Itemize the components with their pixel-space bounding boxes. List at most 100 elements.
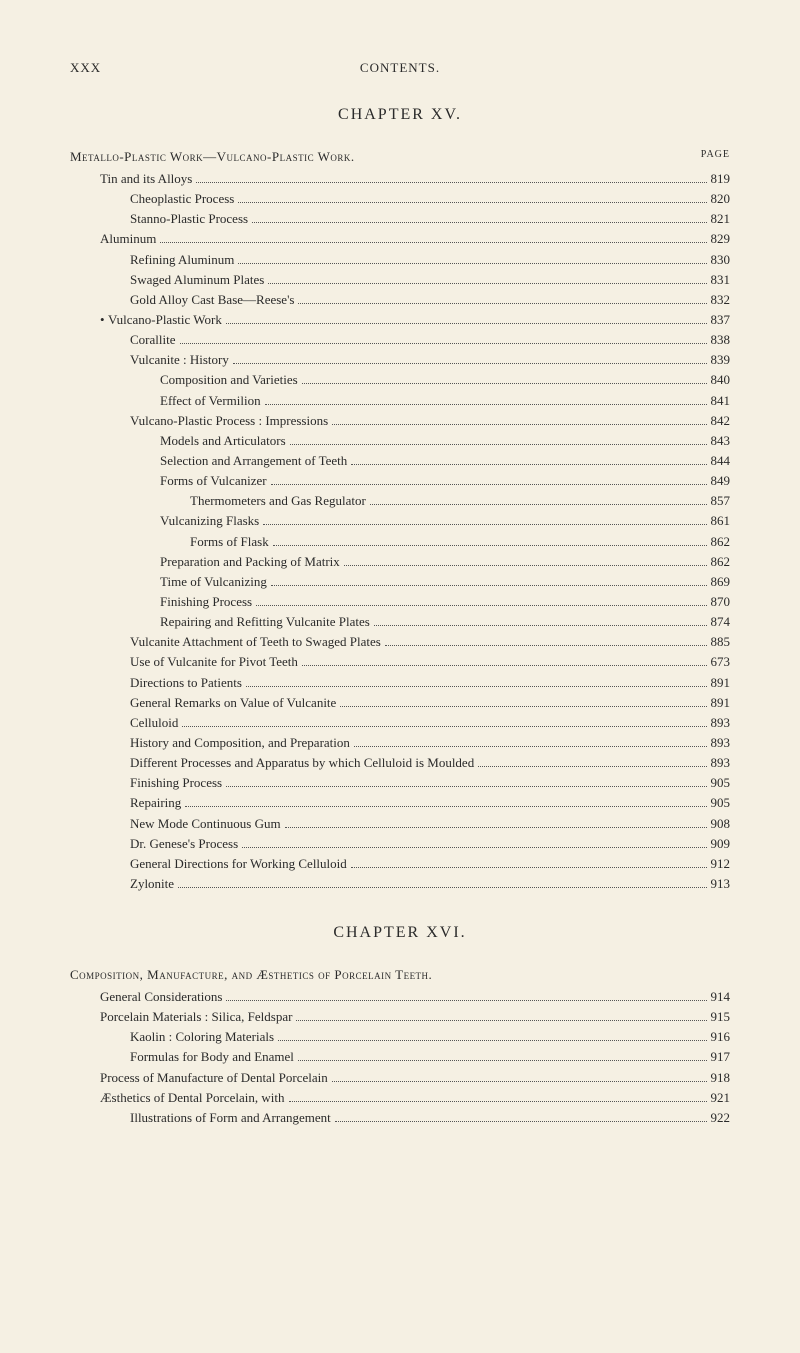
leader-dots: [374, 625, 707, 626]
leader-dots: [298, 1060, 707, 1061]
toc-label: Tin and its Alloys: [100, 169, 192, 189]
toc-label: Corallite: [130, 330, 176, 350]
toc-label: Effect of Vermilion: [160, 391, 261, 411]
toc-page-number: 857: [711, 491, 731, 511]
toc-line: Kaolin : Coloring Materials 916: [70, 1027, 730, 1047]
toc-label: Kaolin : Coloring Materials: [130, 1027, 274, 1047]
toc-label: Stanno-Plastic Process: [130, 209, 248, 229]
leader-dots: [182, 726, 706, 727]
page-header: XXX CONTENTS.: [70, 60, 730, 76]
toc-label: Composition and Varieties: [160, 370, 298, 390]
leader-dots: [285, 827, 707, 828]
leader-dots: [302, 665, 707, 666]
leader-dots: [278, 1040, 706, 1041]
toc-label: Use of Vulcanite for Pivot Teeth: [130, 652, 298, 672]
toc-page-number: 893: [711, 733, 731, 753]
toc-line: New Mode Continuous Gum908: [70, 814, 730, 834]
leader-dots: [271, 484, 707, 485]
toc-line: Aluminum829: [70, 229, 730, 249]
toc-page-number: 861: [711, 511, 731, 531]
toc-page-number: 915: [711, 1007, 731, 1027]
leader-dots: [385, 645, 707, 646]
leader-dots: [268, 283, 706, 284]
toc-label: Forms of Vulcanizer: [160, 471, 267, 491]
toc-label: Process of Manufacture of Dental Porcela…: [100, 1068, 328, 1088]
toc-page-number: 908: [711, 814, 731, 834]
toc-page-number: 862: [711, 552, 731, 572]
toc-line: Formulas for Body and Enamel 917: [70, 1047, 730, 1067]
toc-line: Forms of Flask862: [70, 532, 730, 552]
leader-dots: [340, 706, 706, 707]
toc-line: Repairing and Refitting Vulcanite Plates…: [70, 612, 730, 632]
toc-line: •Vulcano-Plastic Work 837: [70, 310, 730, 330]
toc-page-number: 840: [711, 370, 731, 390]
toc-label: Repairing and Refitting Vulcanite Plates: [160, 612, 370, 632]
leader-dots: [332, 424, 706, 425]
leader-dots: [238, 202, 706, 203]
section-heading: Metallo-Plastic Work—Vulcano-Plastic Wor…: [70, 149, 730, 165]
leader-dots: [185, 806, 706, 807]
toc-line: Celluloid893: [70, 713, 730, 733]
toc-page-number: 844: [711, 451, 731, 471]
toc-page-number: 916: [711, 1027, 731, 1047]
toc-page-number: 917: [711, 1047, 731, 1067]
toc-label: Preparation and Packing of Matrix: [160, 552, 340, 572]
toc-page-number: 849: [711, 471, 731, 491]
section-heading-text: Composition, Manufacture, and Æsthetics …: [70, 967, 432, 983]
toc-page-number: 874: [711, 612, 731, 632]
toc-line: Porcelain Materials : Silica, Feldspar91…: [70, 1007, 730, 1027]
toc-line: Stanno-Plastic Process821: [70, 209, 730, 229]
toc-line: Forms of Vulcanizer 849: [70, 471, 730, 491]
toc-label: Vulcano-Plastic Work: [108, 310, 222, 330]
toc-line: History and Composition, and Preparation…: [70, 733, 730, 753]
leader-dots: [302, 383, 707, 384]
toc-line: Vulcanizing Flasks861: [70, 511, 730, 531]
chapter-title: CHAPTER XV.: [70, 106, 730, 124]
toc-body: CHAPTER XV. Metallo-Plastic Work—Vulcano-…: [70, 106, 730, 1128]
toc-page-number: 893: [711, 753, 731, 773]
toc-label: Thermometers and Gas Regulator: [190, 491, 366, 511]
toc-line: Zylonite913: [70, 874, 730, 894]
toc-line: Vulcano-Plastic Process : Impressions842: [70, 411, 730, 431]
leader-dots: [226, 1000, 706, 1001]
toc-line: Dr. Genese's Process909: [70, 834, 730, 854]
toc-page-number: 837: [711, 310, 731, 330]
toc-line: Effect of Vermilion841: [70, 391, 730, 411]
toc-label: Æsthetics of Dental Porcelain, with: [100, 1088, 285, 1108]
toc-line: Directions to Patients891: [70, 673, 730, 693]
toc-line: Selection and Arrangement of Teeth 844: [70, 451, 730, 471]
leader-dots: [273, 545, 707, 546]
toc-line: Composition and Varieties 840: [70, 370, 730, 390]
leader-dots: [226, 786, 706, 787]
toc-page-number: 832: [711, 290, 731, 310]
toc-page-number: 905: [711, 793, 731, 813]
toc-label: Finishing Process: [130, 773, 222, 793]
toc-line: Models and Articulators843: [70, 431, 730, 451]
toc-label: Forms of Flask: [190, 532, 269, 552]
leader-dots: [332, 1081, 707, 1082]
toc-page-number: 905: [711, 773, 731, 793]
bullet-icon: •: [100, 310, 108, 330]
leader-dots: [226, 323, 707, 324]
toc-line: Different Processes and Apparatus by whi…: [70, 753, 730, 773]
toc-label: Selection and Arrangement of Teeth: [160, 451, 347, 471]
toc-label: Gold Alloy Cast Base—Reese's: [130, 290, 294, 310]
toc-label: Vulcanite : History: [130, 350, 229, 370]
toc-page-number: 914: [711, 987, 731, 1007]
leader-dots: [298, 303, 706, 304]
toc-label: Models and Articulators: [160, 431, 286, 451]
page-numeral: XXX: [70, 60, 101, 76]
toc-page-number: 839: [711, 350, 731, 370]
section-heading: Composition, Manufacture, and Æsthetics …: [70, 967, 730, 983]
leader-dots: [178, 887, 706, 888]
toc-line: Refining Aluminum830: [70, 250, 730, 270]
leader-dots: [289, 1101, 707, 1102]
leader-dots: [233, 363, 707, 364]
toc-label: Formulas for Body and Enamel: [130, 1047, 294, 1067]
toc-label: Refining Aluminum: [130, 250, 234, 270]
toc-line: Repairing905: [70, 793, 730, 813]
toc-page-number: 829: [711, 229, 731, 249]
toc-label: Time of Vulcanizing: [160, 572, 267, 592]
leader-dots: [296, 1020, 706, 1021]
leader-dots: [180, 343, 707, 344]
